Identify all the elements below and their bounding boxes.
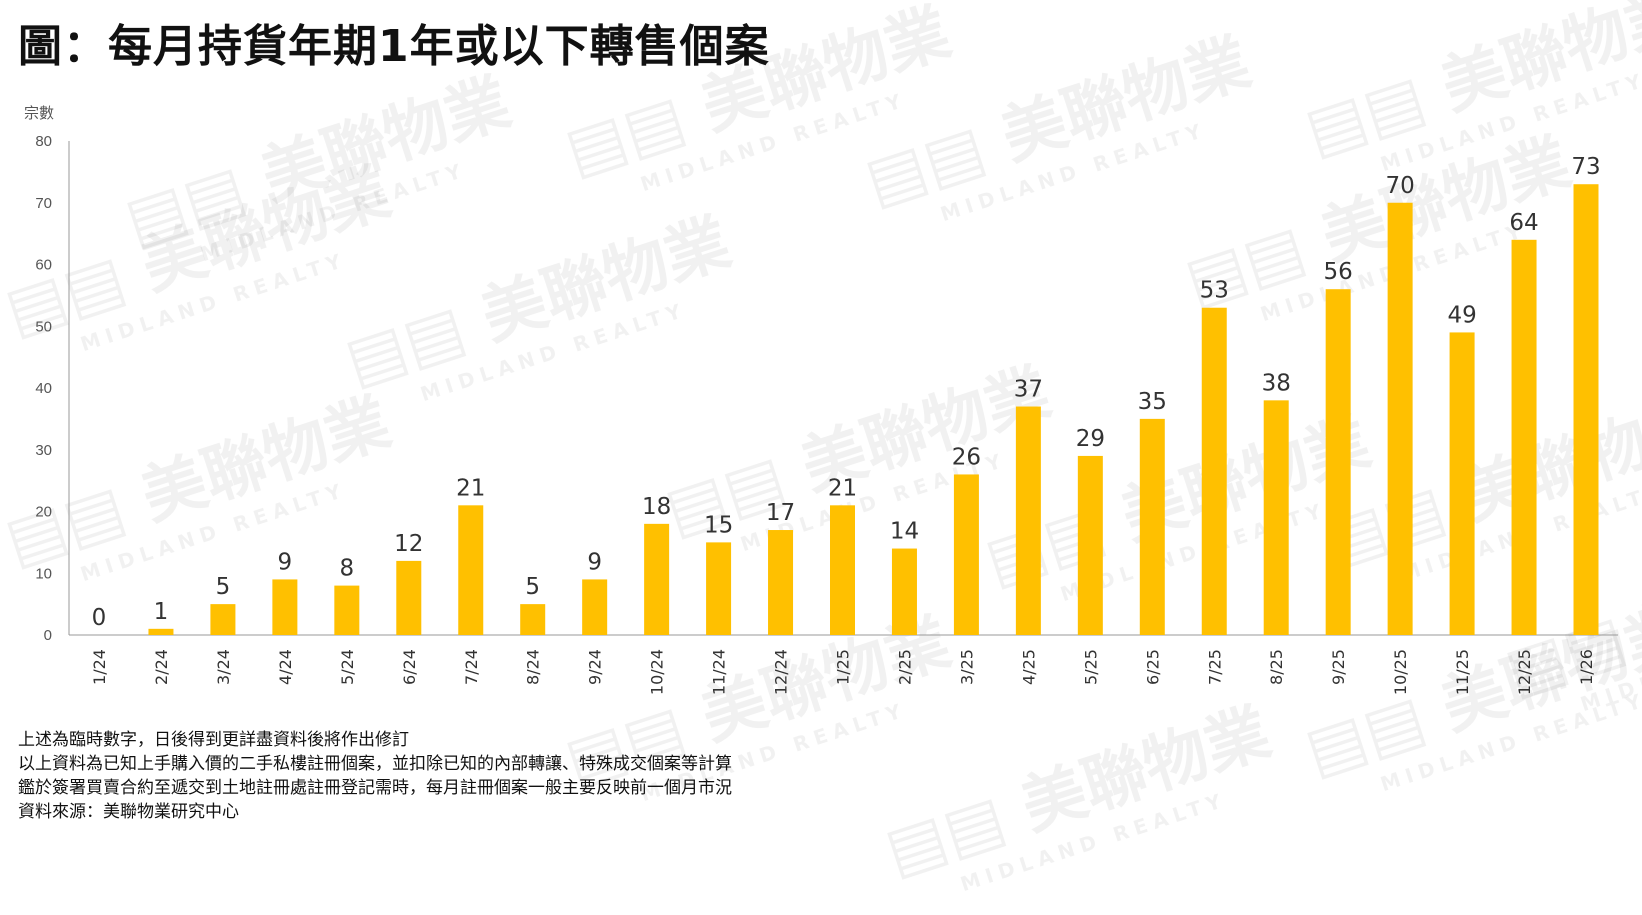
note-source: 資料來源：美聯物業研究中心 xyxy=(18,802,239,822)
bar xyxy=(891,548,917,635)
y-tick-label: 0 xyxy=(44,627,52,644)
x-tick-label: 7/24 xyxy=(462,649,481,685)
data-label: 49 xyxy=(1447,302,1476,328)
x-tick-label: 3/24 xyxy=(214,649,233,685)
data-label: 17 xyxy=(766,500,795,526)
x-tick-label: 9/24 xyxy=(586,649,605,685)
bar xyxy=(582,579,608,635)
x-tick-label: 6/25 xyxy=(1143,649,1162,685)
x-tick-label: 11/24 xyxy=(710,649,729,695)
bar xyxy=(1263,400,1289,635)
data-label: 73 xyxy=(1571,154,1600,180)
data-label: 5 xyxy=(216,574,231,600)
x-tick-label: 8/25 xyxy=(1267,649,1286,685)
x-tick-label: 5/25 xyxy=(1081,649,1100,685)
x-tick-label: 11/25 xyxy=(1453,649,1472,695)
data-label: 64 xyxy=(1509,210,1538,236)
bar xyxy=(1573,184,1599,635)
data-label: 1 xyxy=(154,599,169,625)
x-tick-label: 7/25 xyxy=(1205,649,1224,685)
bar xyxy=(272,579,298,635)
data-label: 12 xyxy=(394,531,423,557)
data-label: 21 xyxy=(456,475,485,501)
y-tick-label: 50 xyxy=(35,318,52,335)
y-tick-label: 40 xyxy=(35,380,52,397)
y-tick-label: 10 xyxy=(35,565,52,582)
data-label: 53 xyxy=(1200,278,1229,304)
data-label: 56 xyxy=(1324,259,1353,285)
x-tick-label: 2/25 xyxy=(895,649,914,685)
bar xyxy=(1201,307,1227,635)
x-tick-label: 1/24 xyxy=(90,649,109,685)
data-label: 9 xyxy=(278,549,293,575)
x-tick-label: 4/25 xyxy=(1019,649,1038,685)
bar xyxy=(644,523,670,635)
note-scope: 以上資料為已知上手購入價的二手私樓註冊個案，並扣除已知的內部轉讓、特殊成交個案等… xyxy=(18,754,732,774)
x-tick-label: 9/25 xyxy=(1329,649,1348,685)
x-tick-label: 2/24 xyxy=(152,649,171,685)
bar xyxy=(210,604,236,635)
bar xyxy=(1387,202,1413,635)
y-tick-label: 20 xyxy=(35,504,52,521)
data-label: 70 xyxy=(1385,173,1414,199)
y-axis-label: 宗數 xyxy=(24,104,55,122)
bar xyxy=(396,560,422,635)
x-tick-label: 1/26 xyxy=(1577,649,1596,685)
data-label: 37 xyxy=(1014,377,1043,403)
bar xyxy=(1449,332,1475,635)
x-tick-label: 3/25 xyxy=(957,649,976,685)
x-tick-label: 12/25 xyxy=(1515,649,1534,695)
y-tick-label: 70 xyxy=(35,195,52,212)
bar xyxy=(1139,418,1165,635)
data-label: 21 xyxy=(828,475,857,501)
x-tick-label: 4/24 xyxy=(276,649,295,685)
x-tick-label: 8/24 xyxy=(524,649,543,685)
y-tick-label: 30 xyxy=(35,442,52,459)
x-tick-label: 10/25 xyxy=(1391,649,1410,695)
x-tick-label: 1/25 xyxy=(834,649,853,685)
bar xyxy=(1077,455,1103,635)
chart-title: 圖：每月持貨年期1年或以下轉售個案 xyxy=(18,21,770,72)
bar xyxy=(1511,239,1537,636)
bar xyxy=(768,530,794,635)
y-tick-label: 80 xyxy=(35,133,52,150)
data-label: 26 xyxy=(952,444,981,470)
bar xyxy=(520,604,546,635)
x-tick-label: 6/24 xyxy=(400,649,419,685)
data-label: 15 xyxy=(704,512,733,538)
x-tick-label: 10/24 xyxy=(648,649,667,695)
bar xyxy=(706,542,732,635)
note-provisional: 上述為臨時數字，日後得到更詳盡資料後將作出修訂 xyxy=(18,730,409,750)
bar xyxy=(1015,406,1041,635)
data-label: 5 xyxy=(525,574,540,600)
data-label: 9 xyxy=(587,549,602,575)
x-tick-label: 12/24 xyxy=(772,649,791,695)
y-tick-label: 60 xyxy=(35,257,52,274)
bar xyxy=(1325,289,1351,635)
bar xyxy=(148,628,174,635)
data-label: 35 xyxy=(1138,389,1167,415)
bar xyxy=(334,585,360,635)
data-label: 38 xyxy=(1262,370,1291,396)
data-label: 14 xyxy=(890,519,919,545)
data-label: 8 xyxy=(340,556,355,582)
bar xyxy=(458,505,484,635)
bar-chart: 0102030405060708001/2412/2453/2494/2485/… xyxy=(35,133,1618,695)
bar xyxy=(953,474,979,635)
data-label: 0 xyxy=(92,605,107,631)
bar xyxy=(830,505,855,635)
note-lag: 鑑於簽署買賣合約至遞交到土地註冊處註冊登記需時，每月註冊個案一般主要反映前一個月… xyxy=(18,778,732,798)
data-label: 29 xyxy=(1076,426,1105,452)
data-label: 18 xyxy=(642,494,671,520)
footnotes: 上述為臨時數字，日後得到更詳盡資料後將作出修訂 以上資料為已知上手購入價的二手私… xyxy=(18,728,732,824)
x-tick-label: 5/24 xyxy=(338,649,357,685)
